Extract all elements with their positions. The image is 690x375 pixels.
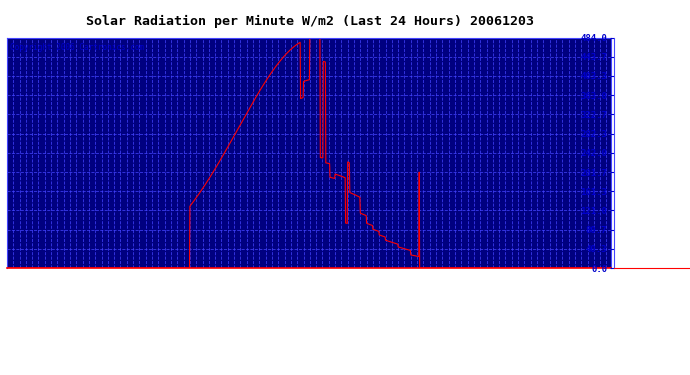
Text: Solar Radiation per Minute W/m2 (Last 24 Hours) 20061203: Solar Radiation per Minute W/m2 (Last 24…	[86, 15, 535, 28]
Text: Copyright 2006 Cartronics.com: Copyright 2006 Cartronics.com	[10, 43, 144, 52]
